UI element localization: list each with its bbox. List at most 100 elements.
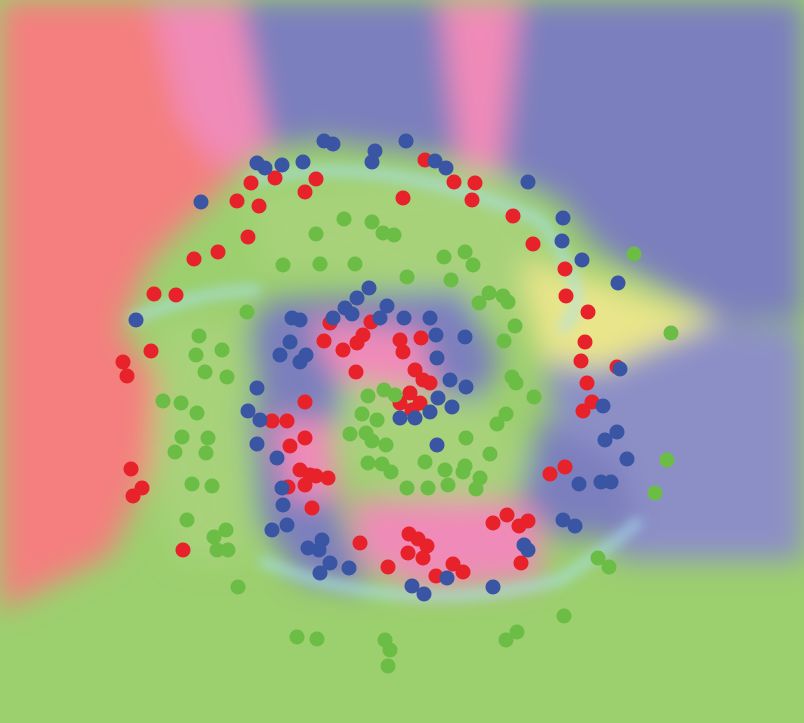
point — [341, 560, 357, 576]
point — [392, 410, 408, 426]
point — [612, 361, 628, 377]
point — [279, 413, 295, 429]
point — [218, 522, 234, 538]
point — [513, 555, 529, 571]
point — [542, 466, 558, 482]
point — [210, 244, 226, 260]
point — [455, 564, 471, 580]
point — [272, 347, 288, 363]
point — [498, 632, 514, 648]
point — [186, 251, 202, 267]
point — [168, 287, 184, 303]
point — [511, 518, 527, 534]
point — [304, 500, 320, 516]
point — [279, 517, 295, 533]
point — [573, 353, 589, 369]
point — [364, 154, 380, 170]
point — [364, 214, 380, 230]
point — [399, 269, 415, 285]
point — [115, 354, 131, 370]
point — [322, 555, 338, 571]
point — [275, 497, 291, 513]
point — [308, 171, 324, 187]
point — [128, 312, 144, 328]
point — [155, 393, 171, 409]
point — [347, 256, 363, 272]
point — [407, 362, 423, 378]
point — [663, 325, 679, 341]
point — [500, 294, 516, 310]
point — [472, 470, 488, 486]
point — [485, 579, 501, 595]
point — [320, 470, 336, 486]
point — [229, 193, 245, 209]
point — [364, 433, 380, 449]
point — [123, 461, 139, 477]
point — [610, 275, 626, 291]
point — [214, 342, 230, 358]
point — [609, 424, 625, 440]
point — [422, 310, 438, 326]
point — [220, 542, 236, 558]
point — [567, 518, 583, 534]
point — [436, 249, 452, 265]
point — [498, 406, 514, 422]
point — [437, 462, 453, 478]
point — [146, 286, 162, 302]
point — [399, 480, 415, 496]
point — [489, 416, 505, 432]
point — [382, 642, 398, 658]
point — [184, 476, 200, 492]
point — [311, 542, 327, 558]
point — [579, 375, 595, 391]
point — [204, 478, 220, 494]
point — [360, 455, 376, 471]
point — [292, 312, 308, 328]
point — [240, 403, 256, 419]
point — [465, 257, 481, 273]
point — [206, 529, 222, 545]
point — [471, 295, 487, 311]
point — [312, 565, 328, 581]
point — [554, 233, 570, 249]
point — [354, 406, 370, 422]
point — [590, 550, 606, 566]
point — [342, 426, 358, 442]
point — [438, 160, 454, 176]
point — [392, 332, 408, 348]
point — [458, 430, 474, 446]
point — [174, 429, 190, 445]
point — [282, 438, 298, 454]
point — [252, 412, 268, 428]
point — [485, 515, 501, 531]
point — [219, 369, 235, 385]
point — [312, 256, 328, 272]
point — [467, 175, 483, 191]
point — [308, 468, 324, 484]
point — [282, 334, 298, 350]
point — [380, 559, 396, 575]
point — [496, 333, 512, 349]
point — [416, 586, 432, 602]
point — [415, 550, 431, 566]
point — [400, 545, 416, 561]
point — [179, 512, 195, 528]
point — [269, 450, 285, 466]
point — [520, 174, 536, 190]
point — [325, 310, 341, 326]
point — [297, 477, 313, 493]
point — [295, 154, 311, 170]
point — [420, 480, 436, 496]
point — [230, 579, 246, 595]
point — [275, 257, 291, 273]
point — [580, 304, 596, 320]
point — [297, 430, 313, 446]
point — [188, 347, 204, 363]
point — [526, 389, 542, 405]
point — [379, 298, 395, 314]
point — [440, 477, 456, 493]
point — [316, 333, 332, 349]
point — [601, 559, 617, 575]
